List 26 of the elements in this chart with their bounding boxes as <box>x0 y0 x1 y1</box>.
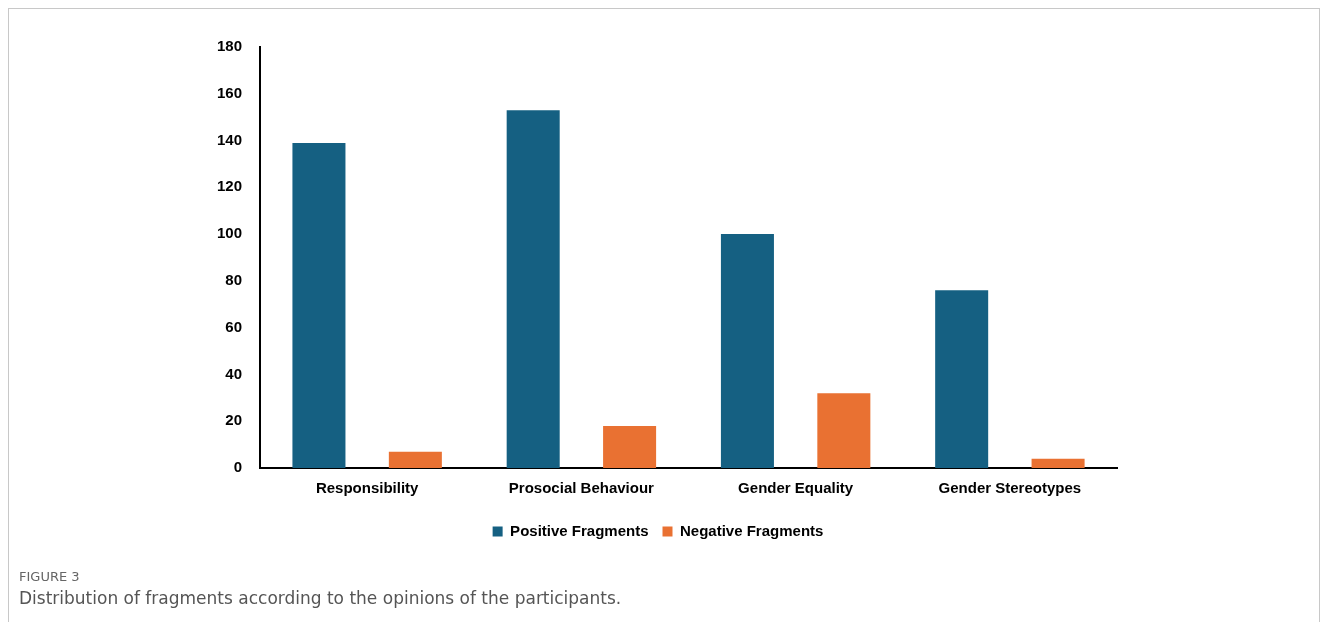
x-tick-label: Gender Stereotypes <box>938 479 1082 497</box>
bar <box>388 451 442 468</box>
caption: FIGURE 3 <box>19 569 81 584</box>
bar <box>935 290 989 468</box>
bar <box>292 142 346 468</box>
text: Distribution of fragments according to the opinions of the participants. <box>19 588 623 608</box>
y-tick-label: 160 <box>217 83 243 101</box>
bar <box>506 110 560 468</box>
x-tick-label: Responsibility <box>315 479 420 497</box>
bar <box>1031 458 1085 468</box>
y-tick-label: 180 <box>217 37 243 55</box>
legend-label: Positive Fragments <box>510 521 649 539</box>
y-tick-label: 60 <box>225 317 243 335</box>
x-tick-label: Gender Equality <box>738 479 854 497</box>
y-tick-label: 120 <box>217 177 243 195</box>
legend-label: Negative Fragments <box>680 521 824 539</box>
y-tick-label: 40 <box>225 364 243 382</box>
x-tick-label: Prosocial Behaviour <box>508 479 655 497</box>
y-tick-label: 100 <box>217 224 243 242</box>
y-tick-label: 20 <box>225 411 243 429</box>
y-tick-label: 80 <box>225 271 243 289</box>
y-tick-label: 0 <box>233 458 243 476</box>
bar <box>817 393 871 468</box>
y-tick-label: 140 <box>217 130 243 148</box>
bar <box>720 234 774 468</box>
bar <box>603 425 657 468</box>
